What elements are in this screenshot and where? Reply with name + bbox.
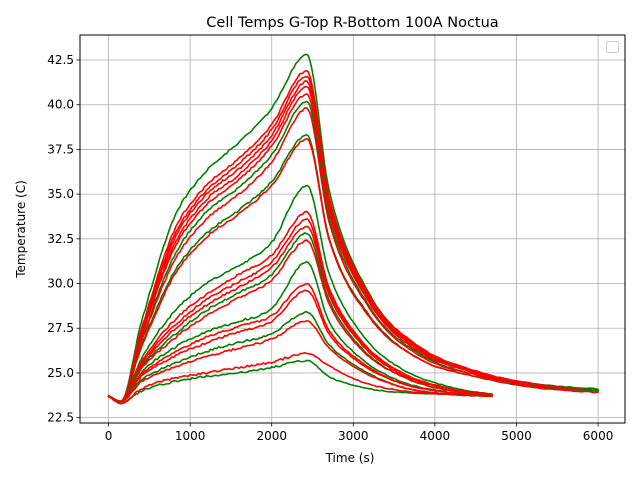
- x-tick-label: 1000: [175, 429, 206, 443]
- x-tick-label: 5000: [501, 429, 532, 443]
- series-layer: [107, 53, 599, 405]
- y-tick-label: 42.5: [47, 53, 74, 67]
- series-line-bottom-6: [107, 93, 599, 403]
- series-line-bottom-16: [107, 239, 493, 403]
- y-tick-label: 25.0: [47, 366, 74, 380]
- y-axis-title: Temperature (C): [14, 180, 28, 279]
- y-tick-label: 32.5: [47, 232, 74, 246]
- x-tick-label: 4000: [420, 429, 451, 443]
- y-tick-label: 37.5: [47, 142, 74, 156]
- x-tick-label: 6000: [583, 429, 614, 443]
- series-line-bottom-13: [107, 218, 493, 403]
- series-line-bottom-3: [107, 75, 599, 403]
- series-line-bottom-23: [107, 351, 493, 405]
- chart-title: Cell Temps G-Top R-Bottom 100A Noctua: [206, 15, 498, 31]
- series-line-bottom-10: [107, 137, 599, 403]
- tick-layer: 0 1000 2000 3000 4000 5000 6000 22.5 25.0 27.5 30.…: [47, 53, 613, 443]
- legend-box: [606, 41, 619, 53]
- x-tick-label: 0: [105, 429, 113, 443]
- series-line-bottom-8: [107, 107, 599, 403]
- y-tick-label: 40.0: [47, 98, 74, 112]
- series-line-top-11: [107, 184, 493, 403]
- y-tick-label: 27.5: [47, 321, 74, 335]
- plot-area-frame: [79, 34, 626, 424]
- series-line-top-22: [107, 359, 493, 405]
- y-tick-label: 30.0: [47, 277, 74, 291]
- x-tick-label: 2000: [256, 429, 287, 443]
- x-axis-title: Time (s): [325, 451, 375, 465]
- series-line-bottom-19: [107, 289, 493, 403]
- series-line-bottom-21: [107, 320, 493, 403]
- y-tick-label: 22.5: [47, 411, 74, 425]
- x-tick-label: 3000: [338, 429, 369, 443]
- y-tick-label: 35.0: [47, 187, 74, 201]
